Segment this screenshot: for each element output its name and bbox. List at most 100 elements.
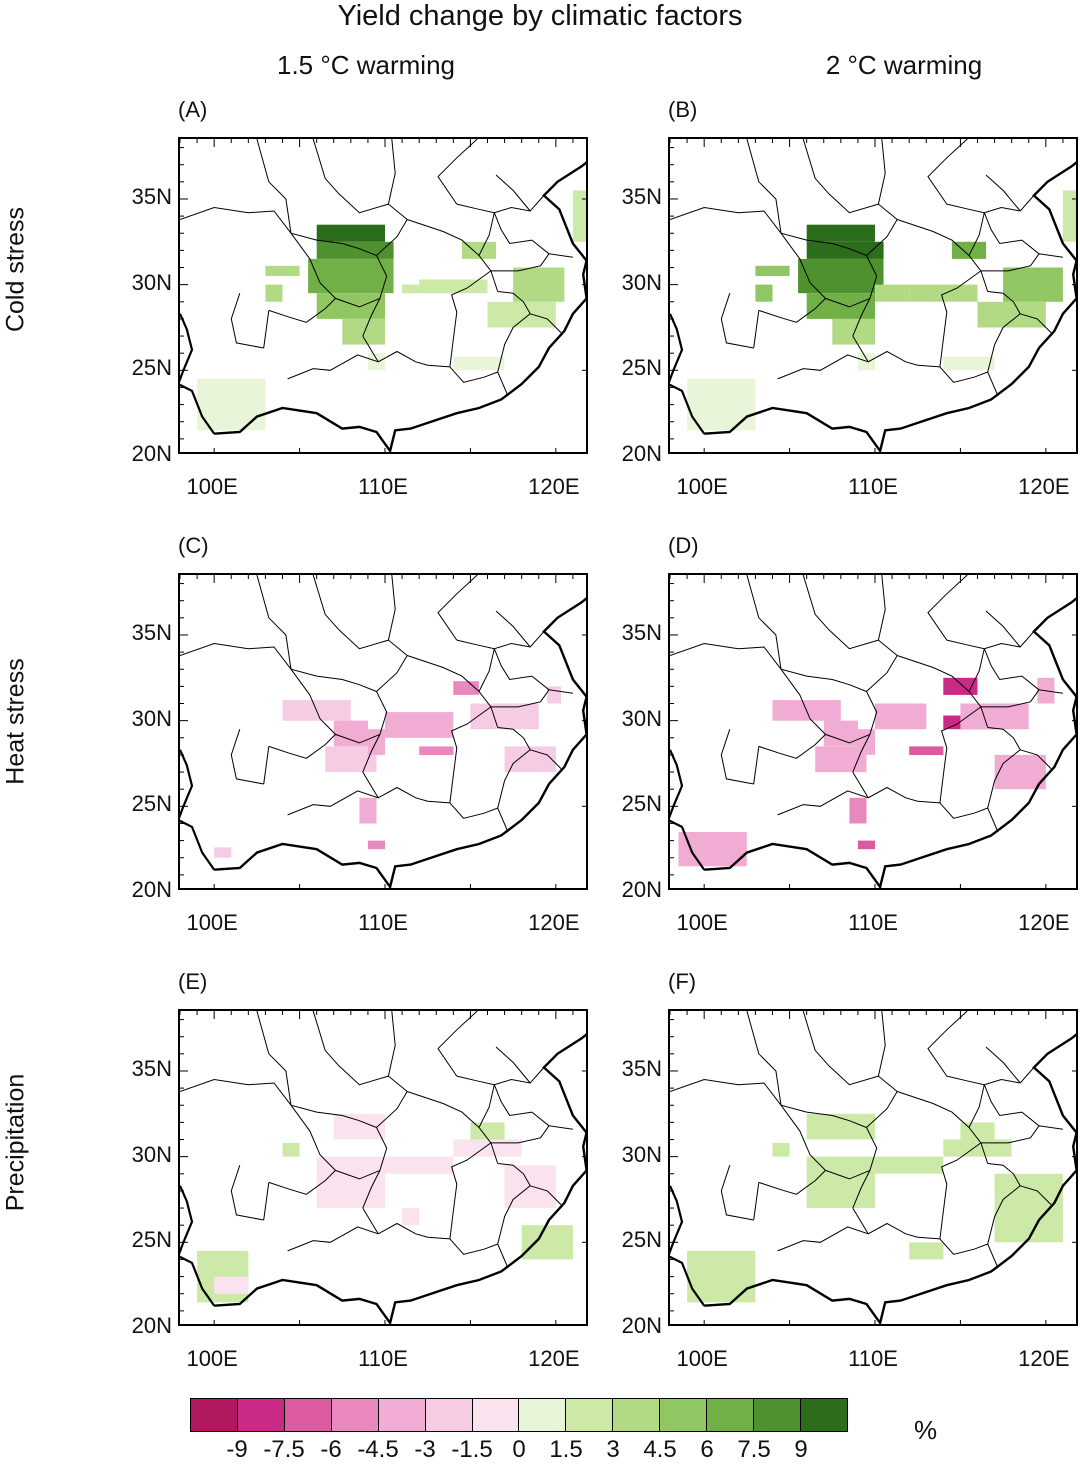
panel-label-e: (E) bbox=[178, 969, 208, 994]
province-border bbox=[780, 1104, 871, 1180]
yield-change-cell bbox=[687, 1250, 756, 1303]
province-border bbox=[530, 313, 562, 333]
yield-change-cell bbox=[359, 797, 377, 824]
yield-change-cell bbox=[453, 681, 479, 695]
yield-change-cell bbox=[385, 712, 454, 738]
yield-change-cell bbox=[265, 265, 300, 277]
yield-change-cell bbox=[453, 1139, 522, 1157]
yield-change-cell bbox=[951, 241, 987, 259]
province-border bbox=[852, 1091, 898, 1209]
lat-tick-label: 25N bbox=[621, 355, 662, 381]
colorbar-swatch bbox=[191, 1399, 238, 1431]
yield-change-cell bbox=[367, 353, 385, 371]
lon-tick-label: 110E bbox=[358, 910, 408, 935]
yield-change-cell bbox=[977, 301, 1046, 328]
province-border bbox=[980, 253, 1063, 272]
colorbar-swatch bbox=[237, 1399, 285, 1431]
province-border bbox=[758, 298, 826, 323]
yield-change-cell bbox=[214, 847, 232, 858]
province-border bbox=[983, 1084, 1040, 1127]
province-border bbox=[290, 1104, 381, 1180]
province-border bbox=[449, 802, 509, 833]
province-border bbox=[877, 139, 898, 220]
national-border bbox=[670, 1185, 706, 1307]
province-border bbox=[980, 689, 1063, 708]
lat-tick-label: 35N bbox=[621, 183, 662, 209]
row-header-heat-stress: Heat stress bbox=[1, 658, 30, 785]
yield-change-cell bbox=[547, 686, 561, 704]
lat-tick-label: 30N bbox=[131, 1141, 172, 1167]
province-border bbox=[720, 293, 754, 349]
province-border bbox=[497, 727, 531, 809]
province-border bbox=[478, 212, 495, 256]
province-border bbox=[946, 1067, 1035, 1086]
yield-change-cell bbox=[282, 1142, 300, 1157]
colorbar-label: -3 bbox=[414, 1436, 436, 1463]
row-header-cold-stress: Cold stress bbox=[1, 206, 30, 333]
province-border bbox=[530, 749, 562, 769]
lon-tick-label: 120E bbox=[528, 910, 580, 935]
yield-change-cell bbox=[823, 720, 858, 747]
map-svg-f bbox=[670, 1011, 1076, 1324]
province-border bbox=[877, 575, 898, 656]
province-border bbox=[939, 802, 999, 833]
yield-change-cell bbox=[994, 754, 1046, 790]
map-panel-d bbox=[668, 573, 1078, 890]
colorbar-swatch bbox=[613, 1399, 661, 1431]
colorbar-label: -6 bbox=[320, 1436, 342, 1463]
yield-change-cell bbox=[513, 267, 565, 302]
yield-change-cell bbox=[214, 1276, 249, 1294]
province-border bbox=[987, 727, 1021, 809]
yield-change-cell bbox=[849, 797, 867, 824]
province-border bbox=[256, 139, 292, 234]
colorbar-swatch bbox=[566, 1399, 614, 1431]
lat-tick-label: 20N bbox=[621, 441, 662, 466]
province-border bbox=[268, 734, 336, 759]
yield-change-cell bbox=[806, 224, 875, 242]
colorbar-swatch bbox=[754, 1399, 801, 1431]
yield-change-cell bbox=[342, 318, 385, 345]
colorbar-label: 4.5 bbox=[643, 1436, 677, 1463]
panel-label-a: (A) bbox=[178, 97, 208, 122]
province-border bbox=[230, 729, 264, 785]
colorbar-label: -7.5 bbox=[263, 1436, 305, 1463]
yield-change-cell bbox=[875, 703, 927, 730]
lat-tick-label: 25N bbox=[621, 1227, 662, 1253]
province-border bbox=[263, 746, 270, 785]
lon-tick-label: 110E bbox=[848, 910, 898, 935]
yield-change-cell bbox=[402, 284, 420, 294]
province-border bbox=[939, 366, 999, 397]
yield-change-cell bbox=[308, 258, 394, 294]
province-border bbox=[897, 219, 982, 272]
province-border bbox=[362, 1091, 408, 1209]
yield-change-cell bbox=[943, 356, 995, 371]
lon-tick-label: 100E bbox=[186, 1346, 238, 1371]
lat-tick-label: 35N bbox=[131, 619, 172, 645]
province-border bbox=[490, 253, 573, 272]
yield-change-cell bbox=[316, 224, 385, 242]
yield-change-cell bbox=[806, 1156, 875, 1208]
province-border bbox=[407, 1091, 492, 1144]
yield-change-cell bbox=[367, 840, 385, 850]
province-border bbox=[802, 1011, 830, 1067]
lon-tick-label: 120E bbox=[1018, 474, 1070, 499]
yield-change-cell bbox=[316, 1156, 385, 1208]
province-border bbox=[802, 139, 830, 195]
lon-tick-label: 110E bbox=[848, 1346, 898, 1371]
province-border bbox=[828, 1065, 879, 1086]
province-border bbox=[852, 335, 869, 363]
province-border bbox=[387, 575, 408, 656]
colorbar-swatch bbox=[660, 1399, 708, 1431]
province-border bbox=[449, 1142, 499, 1239]
province-border bbox=[720, 729, 754, 785]
map-panel-c bbox=[178, 573, 588, 890]
lon-tick-label: 100E bbox=[676, 474, 728, 499]
province-border bbox=[980, 1125, 1063, 1144]
province-border bbox=[897, 1091, 982, 1144]
province-border bbox=[780, 668, 871, 744]
province-border bbox=[263, 310, 270, 349]
lat-tick-label: 20N bbox=[621, 877, 662, 902]
province-border bbox=[312, 575, 340, 631]
province-border bbox=[497, 291, 531, 373]
province-border bbox=[493, 648, 550, 691]
